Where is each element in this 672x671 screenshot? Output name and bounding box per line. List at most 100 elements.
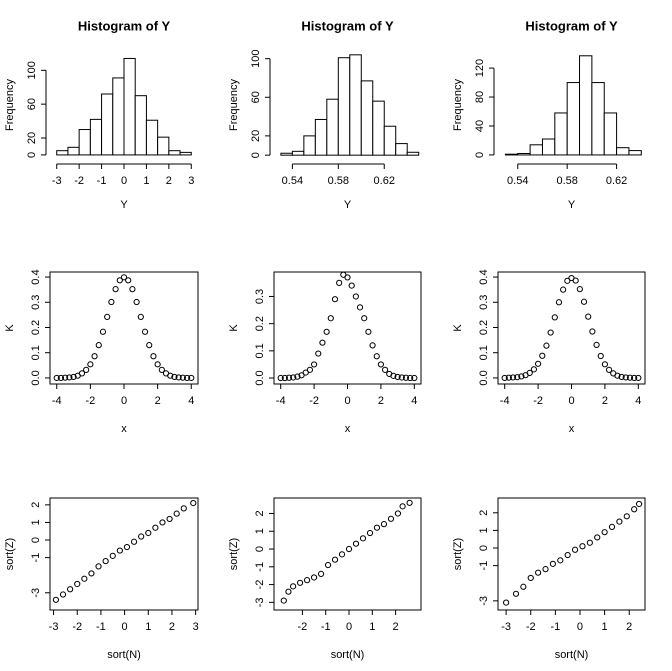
- point: [631, 374, 638, 382]
- point: [327, 315, 334, 322]
- x-tick-label: 4: [635, 395, 641, 407]
- point: [70, 373, 77, 381]
- y-tick-label: 100: [26, 61, 38, 79]
- point: [572, 277, 579, 284]
- histogram-bar: [616, 147, 630, 156]
- y-tick-label: 40: [474, 120, 486, 132]
- y-tick-label: -3: [30, 588, 42, 598]
- point: [159, 519, 166, 526]
- plot-frame: [49, 271, 199, 385]
- point: [359, 535, 367, 542]
- histogram-bar: [326, 98, 339, 156]
- point: [380, 521, 388, 528]
- y-tick-label: -3: [254, 597, 266, 607]
- y-tick-label: 0.2: [30, 320, 42, 335]
- y-axis-label: Frequency: [4, 79, 16, 131]
- point: [83, 366, 90, 373]
- y-tick-label: 100: [250, 50, 262, 68]
- x-tick-label: 4: [188, 395, 194, 407]
- point: [66, 374, 73, 381]
- y-tick-label: 0: [478, 545, 490, 551]
- point: [520, 583, 527, 590]
- histogram-bar: [56, 150, 69, 156]
- x-tick-label: 0.54: [282, 175, 303, 187]
- x-tick-label: -4: [52, 395, 62, 407]
- point: [123, 543, 131, 551]
- chart-title: Histogram of Y: [78, 18, 171, 33]
- point: [338, 551, 346, 558]
- point: [59, 591, 67, 598]
- point: [557, 557, 564, 564]
- point: [593, 341, 600, 349]
- point: [324, 561, 332, 569]
- point: [542, 566, 549, 573]
- histogram-bar: [603, 112, 618, 156]
- chart-title: Histogram of Y: [525, 18, 618, 33]
- x-tick-label: 2: [378, 395, 384, 407]
- y-axis-label: Frequency: [228, 79, 240, 131]
- point: [166, 515, 173, 523]
- point: [95, 563, 102, 570]
- point: [296, 579, 304, 586]
- histogram-bar: [337, 57, 351, 156]
- histogram-bar: [134, 95, 147, 156]
- x-tick-label: -1: [96, 621, 106, 633]
- histogram-bar: [395, 143, 408, 156]
- point: [281, 374, 288, 382]
- point: [294, 373, 301, 380]
- x-tick-label: 0.58: [556, 175, 577, 187]
- y-tick-label: 0.0: [478, 370, 490, 385]
- y-axis-label: sort(Z): [228, 538, 240, 570]
- point: [91, 353, 98, 360]
- y-tick-label: 80: [474, 91, 486, 103]
- point: [88, 570, 95, 577]
- y-tick-label: 0: [30, 537, 42, 543]
- x-tick-label: -3: [501, 621, 511, 633]
- y-axis-label: K: [228, 324, 240, 332]
- plot-frame: [497, 271, 646, 385]
- plot-frame: [497, 497, 646, 611]
- x-axis-label: x: [345, 423, 351, 435]
- point: [399, 503, 406, 510]
- histogram-bar: [591, 82, 605, 156]
- x-tick-label: -2: [533, 395, 543, 407]
- x-tick-label: 2: [166, 175, 172, 187]
- x-axis-label: Y: [344, 199, 352, 211]
- x-tick-label: 0: [346, 621, 352, 633]
- y-tick-label: 0.0: [30, 370, 42, 385]
- point: [509, 374, 517, 381]
- histogram-bar: [145, 119, 159, 156]
- point: [547, 329, 554, 336]
- point: [150, 353, 157, 360]
- y-tick-label: 60: [26, 98, 38, 110]
- point: [315, 350, 322, 357]
- point: [78, 370, 86, 377]
- point: [518, 373, 525, 380]
- point: [381, 366, 389, 373]
- y-tick-label: 1: [478, 527, 490, 533]
- y-tick-label: 0.3: [478, 295, 490, 310]
- x-tick-label: 2: [626, 621, 632, 633]
- y-tick-label: 1: [254, 528, 266, 534]
- point: [352, 540, 360, 547]
- y-tick-label: 0.3: [30, 295, 42, 310]
- y-tick-label: 120: [474, 59, 486, 77]
- point: [154, 361, 161, 368]
- point: [512, 590, 520, 597]
- point: [108, 298, 115, 306]
- x-tick-label: -1: [97, 175, 107, 187]
- x-axis-label: sort(N): [331, 649, 365, 661]
- y-tick-label: 0.1: [254, 343, 266, 358]
- point: [310, 361, 318, 368]
- point: [336, 279, 343, 286]
- histogram-bar: [89, 118, 103, 156]
- histogram-bar: [349, 54, 362, 156]
- x-axis-label: sort(N): [555, 649, 589, 661]
- point: [560, 286, 567, 293]
- point: [158, 366, 165, 373]
- point: [331, 296, 339, 303]
- y-tick-label: 0: [254, 546, 266, 552]
- point: [175, 374, 182, 381]
- point: [586, 539, 593, 546]
- point: [303, 577, 311, 584]
